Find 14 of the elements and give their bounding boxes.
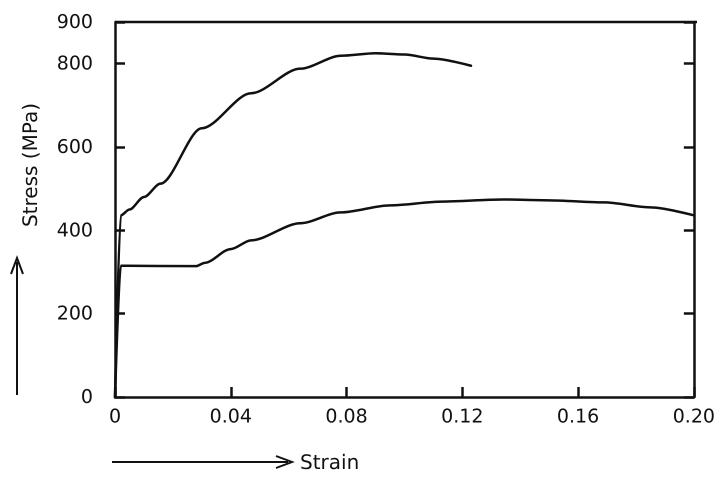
x-tick-label: 0.16 xyxy=(556,406,600,428)
y-tick-label: 400 xyxy=(56,219,93,242)
x-tick-label: 0.04 xyxy=(210,406,252,428)
y-tick-label: 800 xyxy=(56,52,93,75)
y-tick-label: 200 xyxy=(56,302,93,325)
x-tick-label: 0.12 xyxy=(441,406,484,428)
y-axis-title: Stress (MPa) xyxy=(18,102,42,228)
y-tick-label: 900 xyxy=(56,11,93,33)
x-tick-label: 0.20 xyxy=(672,406,716,428)
x-axis-title: Strain xyxy=(300,450,360,474)
x-tick-label: 0 xyxy=(108,406,122,428)
y-tick-label: 600 xyxy=(56,136,93,158)
x-tick-label: 0.08 xyxy=(325,406,368,428)
y-tick-label: 0 xyxy=(80,386,93,408)
